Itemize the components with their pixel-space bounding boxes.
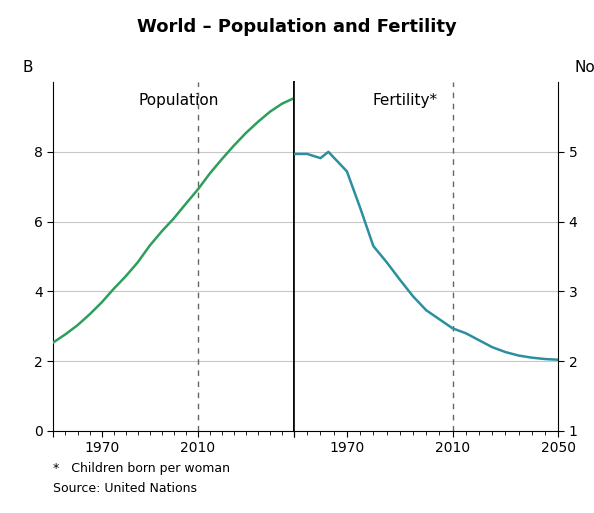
- Text: *   Children born per woman: * Children born per woman: [53, 462, 230, 475]
- Text: Fertility*: Fertility*: [372, 92, 438, 108]
- Text: World – Population and Fertility: World – Population and Fertility: [137, 18, 457, 36]
- Text: No: No: [574, 60, 594, 75]
- Text: Source: United Nations: Source: United Nations: [53, 482, 197, 495]
- Text: B: B: [22, 60, 33, 75]
- Text: Population: Population: [138, 92, 219, 108]
